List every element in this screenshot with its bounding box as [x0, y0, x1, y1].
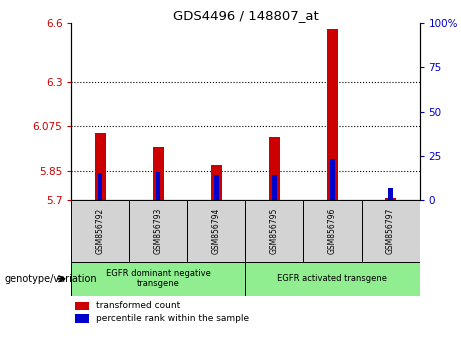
Text: GSM856794: GSM856794: [212, 208, 221, 254]
Bar: [214, 175, 219, 200]
Text: GSM856797: GSM856797: [386, 208, 395, 254]
Bar: [327, 29, 338, 200]
Bar: [153, 147, 164, 200]
Text: GSM856796: GSM856796: [328, 208, 337, 254]
Bar: [71, 200, 130, 262]
Text: transformed count: transformed count: [96, 301, 180, 310]
Bar: [130, 200, 188, 262]
Bar: [245, 262, 420, 296]
Bar: [156, 172, 160, 200]
Bar: [95, 133, 106, 200]
Bar: [75, 314, 89, 323]
Text: EGFR dominant negative
transgene: EGFR dominant negative transgene: [106, 269, 211, 289]
Bar: [269, 137, 280, 200]
Title: GDS4496 / 148807_at: GDS4496 / 148807_at: [172, 9, 319, 22]
Text: GSM856793: GSM856793: [154, 208, 163, 254]
Bar: [99, 173, 102, 200]
Text: GSM856792: GSM856792: [96, 208, 105, 254]
Bar: [188, 200, 245, 262]
Bar: [71, 262, 245, 296]
Bar: [75, 302, 89, 310]
Bar: [389, 188, 392, 200]
Bar: [272, 175, 277, 200]
Bar: [245, 200, 303, 262]
Bar: [331, 159, 335, 200]
Text: GSM856795: GSM856795: [270, 208, 279, 254]
Text: percentile rank within the sample: percentile rank within the sample: [96, 314, 249, 323]
Text: genotype/variation: genotype/variation: [5, 274, 97, 284]
Bar: [303, 200, 361, 262]
Text: EGFR activated transgene: EGFR activated transgene: [278, 274, 388, 283]
Bar: [211, 165, 222, 200]
Bar: [361, 200, 420, 262]
Bar: [385, 198, 396, 200]
